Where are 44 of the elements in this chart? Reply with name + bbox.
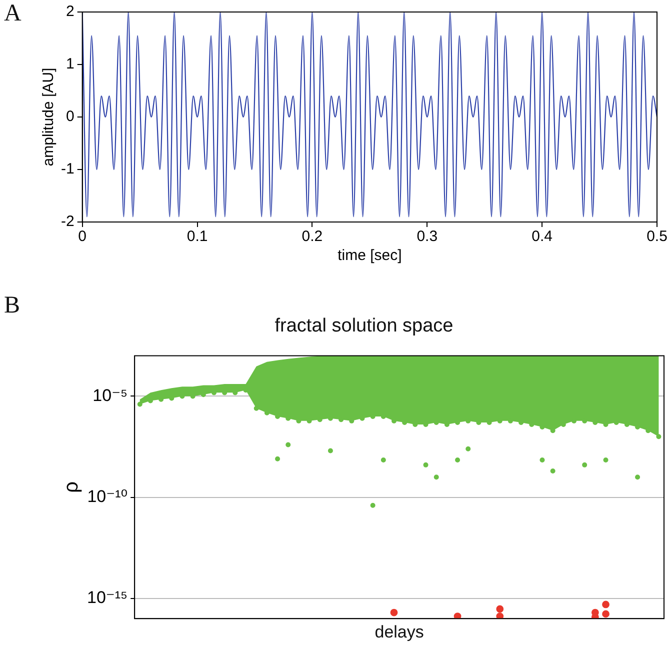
point bbox=[370, 502, 376, 508]
x-tick-label: 0.2 bbox=[302, 228, 323, 246]
point bbox=[380, 458, 386, 463]
point bbox=[582, 462, 588, 468]
point bbox=[328, 448, 333, 454]
point bbox=[286, 442, 291, 448]
y-tick-label: 2 bbox=[66, 3, 74, 20]
point bbox=[137, 402, 142, 407]
y-tick-label: -2 bbox=[60, 213, 74, 230]
point bbox=[602, 600, 610, 608]
point bbox=[550, 468, 556, 474]
y-tick-label: 10⁻⁵ bbox=[92, 386, 128, 405]
point bbox=[496, 612, 504, 619]
x-axis-title: time [sec] bbox=[338, 247, 402, 264]
point bbox=[496, 605, 504, 613]
y-tick-label: -1 bbox=[60, 160, 74, 178]
y-tick-label: 10⁻¹⁰ bbox=[87, 486, 128, 506]
point bbox=[390, 608, 398, 616]
point bbox=[466, 446, 471, 452]
y-tick-label: 10⁻¹⁵ bbox=[86, 588, 128, 608]
point bbox=[455, 458, 460, 463]
point bbox=[254, 406, 259, 411]
point bbox=[635, 474, 640, 480]
point bbox=[434, 474, 439, 480]
x-tick-label: 0.3 bbox=[416, 228, 438, 246]
point bbox=[454, 612, 462, 619]
point bbox=[656, 434, 662, 440]
x-axis-title: delays bbox=[374, 622, 424, 642]
point bbox=[603, 458, 608, 463]
point bbox=[275, 456, 280, 462]
text: B bbox=[4, 292, 20, 318]
y-tick-label: 1 bbox=[66, 56, 74, 73]
x-tick-label: 0.5 bbox=[646, 228, 668, 246]
x-tick-label: 0.1 bbox=[186, 228, 208, 246]
text: A bbox=[4, 0, 22, 26]
y-tick-label: 0 bbox=[66, 108, 74, 126]
line-series bbox=[82, 12, 657, 218]
point bbox=[423, 462, 428, 468]
x-tick-label: 0.4 bbox=[532, 228, 552, 246]
y-axis-title: amplitude [AU] bbox=[40, 68, 58, 166]
point bbox=[602, 610, 610, 618]
chart-title: fractal solution space bbox=[274, 316, 454, 337]
point bbox=[540, 458, 545, 463]
y-axis-title: ρ bbox=[60, 482, 83, 493]
